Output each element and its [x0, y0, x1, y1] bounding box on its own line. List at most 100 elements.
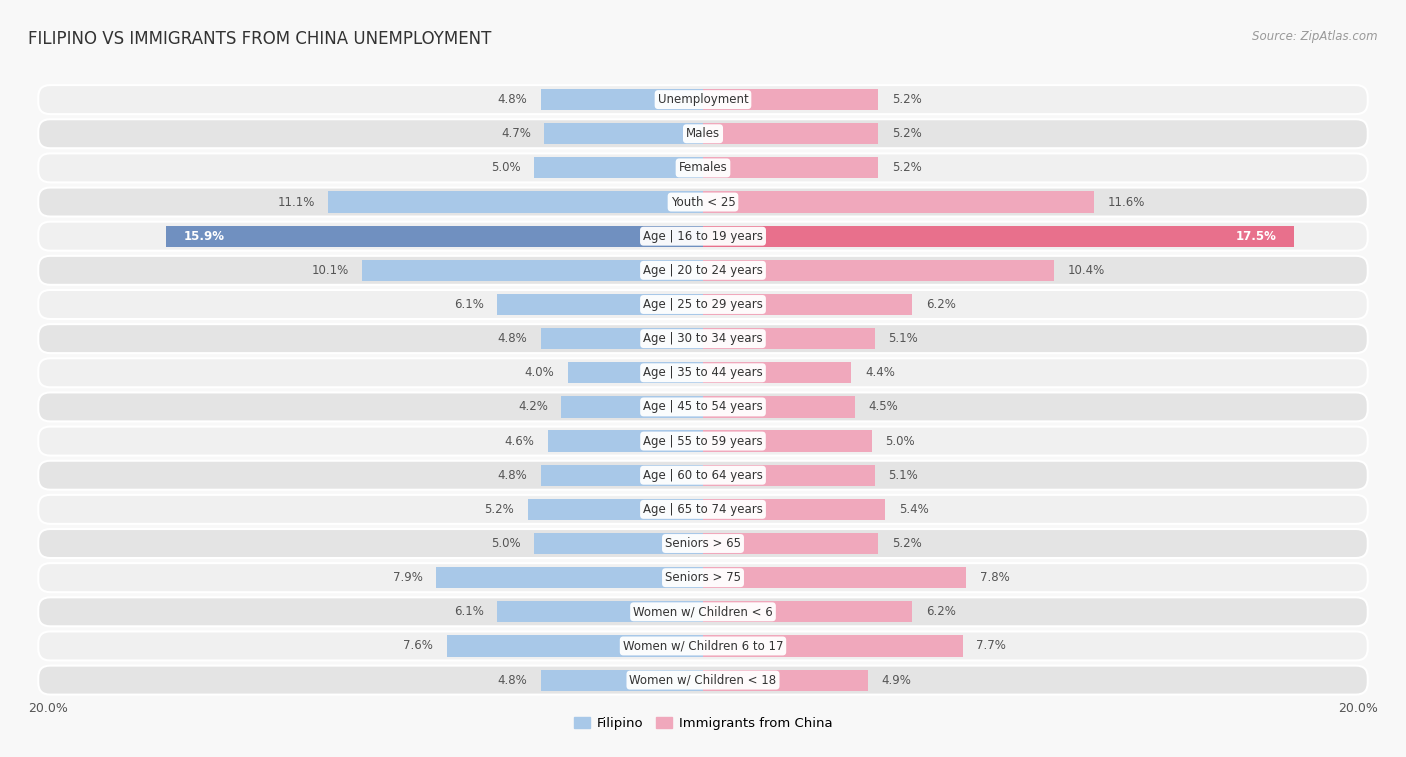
Text: 4.2%: 4.2% — [517, 400, 548, 413]
Text: 4.8%: 4.8% — [498, 469, 527, 481]
Text: 5.1%: 5.1% — [889, 332, 918, 345]
FancyBboxPatch shape — [38, 426, 1368, 456]
Text: 4.6%: 4.6% — [505, 435, 534, 447]
Text: 4.8%: 4.8% — [498, 332, 527, 345]
Text: 4.9%: 4.9% — [882, 674, 911, 687]
FancyBboxPatch shape — [38, 529, 1368, 558]
Text: Source: ZipAtlas.com: Source: ZipAtlas.com — [1253, 30, 1378, 43]
Bar — [436, 567, 703, 588]
Bar — [561, 397, 703, 418]
Text: Age | 16 to 19 years: Age | 16 to 19 years — [643, 229, 763, 243]
Text: 20.0%: 20.0% — [1339, 702, 1378, 715]
FancyBboxPatch shape — [38, 222, 1368, 251]
Bar — [703, 567, 966, 588]
Text: 7.6%: 7.6% — [404, 640, 433, 653]
Bar — [541, 465, 703, 486]
Text: 5.0%: 5.0% — [886, 435, 915, 447]
Text: 10.4%: 10.4% — [1067, 264, 1105, 277]
Bar — [703, 226, 1294, 247]
Text: 5.1%: 5.1% — [889, 469, 918, 481]
Bar — [534, 157, 703, 179]
Bar — [498, 294, 703, 315]
Bar — [534, 533, 703, 554]
Text: 5.2%: 5.2% — [891, 537, 922, 550]
Bar — [166, 226, 703, 247]
Bar — [544, 123, 703, 145]
Text: Age | 65 to 74 years: Age | 65 to 74 years — [643, 503, 763, 516]
Text: Women w/ Children < 6: Women w/ Children < 6 — [633, 606, 773, 618]
Text: 5.2%: 5.2% — [891, 93, 922, 106]
Bar — [703, 601, 912, 622]
Text: 4.0%: 4.0% — [524, 366, 554, 379]
Text: 17.5%: 17.5% — [1236, 229, 1277, 243]
FancyBboxPatch shape — [38, 495, 1368, 524]
Text: Males: Males — [686, 127, 720, 140]
Text: Age | 25 to 29 years: Age | 25 to 29 years — [643, 298, 763, 311]
Text: Seniors > 65: Seniors > 65 — [665, 537, 741, 550]
Text: 11.6%: 11.6% — [1108, 195, 1146, 208]
Text: 15.9%: 15.9% — [183, 229, 225, 243]
Text: 5.4%: 5.4% — [898, 503, 928, 516]
Bar — [541, 669, 703, 690]
Text: Age | 45 to 54 years: Age | 45 to 54 years — [643, 400, 763, 413]
Bar — [703, 533, 879, 554]
Text: 4.8%: 4.8% — [498, 674, 527, 687]
Text: 4.8%: 4.8% — [498, 93, 527, 106]
Bar — [703, 499, 886, 520]
Text: 7.8%: 7.8% — [980, 572, 1010, 584]
Text: 10.1%: 10.1% — [312, 264, 349, 277]
Bar — [703, 157, 879, 179]
Bar — [703, 89, 879, 111]
Text: 20.0%: 20.0% — [28, 702, 67, 715]
Text: FILIPINO VS IMMIGRANTS FROM CHINA UNEMPLOYMENT: FILIPINO VS IMMIGRANTS FROM CHINA UNEMPL… — [28, 30, 492, 48]
Bar — [703, 260, 1054, 281]
Bar — [703, 431, 872, 452]
Bar — [703, 669, 869, 690]
Text: 7.7%: 7.7% — [976, 640, 1007, 653]
Text: Youth < 25: Youth < 25 — [671, 195, 735, 208]
Text: Age | 55 to 59 years: Age | 55 to 59 years — [643, 435, 763, 447]
Bar — [329, 192, 703, 213]
Text: Unemployment: Unemployment — [658, 93, 748, 106]
Text: 5.0%: 5.0% — [491, 161, 520, 174]
Bar — [703, 397, 855, 418]
FancyBboxPatch shape — [38, 120, 1368, 148]
Text: Seniors > 75: Seniors > 75 — [665, 572, 741, 584]
Bar — [498, 601, 703, 622]
Legend: Filipino, Immigrants from China: Filipino, Immigrants from China — [568, 712, 838, 735]
Text: Females: Females — [679, 161, 727, 174]
FancyBboxPatch shape — [38, 461, 1368, 490]
Text: 11.1%: 11.1% — [277, 195, 315, 208]
Text: 6.2%: 6.2% — [925, 298, 956, 311]
FancyBboxPatch shape — [38, 392, 1368, 422]
Text: 5.2%: 5.2% — [484, 503, 515, 516]
Bar — [703, 328, 875, 349]
Text: 6.1%: 6.1% — [454, 606, 484, 618]
Bar — [703, 465, 875, 486]
Bar — [703, 294, 912, 315]
FancyBboxPatch shape — [38, 256, 1368, 285]
Bar — [541, 89, 703, 111]
Text: 7.9%: 7.9% — [394, 572, 423, 584]
Text: 5.2%: 5.2% — [891, 127, 922, 140]
Bar — [363, 260, 703, 281]
Text: Age | 35 to 44 years: Age | 35 to 44 years — [643, 366, 763, 379]
FancyBboxPatch shape — [38, 154, 1368, 182]
Bar — [703, 123, 879, 145]
FancyBboxPatch shape — [38, 290, 1368, 319]
Text: 4.5%: 4.5% — [869, 400, 898, 413]
Text: Women w/ Children < 18: Women w/ Children < 18 — [630, 674, 776, 687]
Text: 4.7%: 4.7% — [501, 127, 531, 140]
Text: 4.4%: 4.4% — [865, 366, 894, 379]
FancyBboxPatch shape — [38, 358, 1368, 388]
Bar — [447, 635, 703, 656]
Bar — [703, 192, 1094, 213]
Bar — [541, 328, 703, 349]
FancyBboxPatch shape — [38, 563, 1368, 592]
FancyBboxPatch shape — [38, 631, 1368, 660]
FancyBboxPatch shape — [38, 85, 1368, 114]
Bar — [703, 362, 852, 383]
Text: 6.1%: 6.1% — [454, 298, 484, 311]
Text: 6.2%: 6.2% — [925, 606, 956, 618]
Text: 5.2%: 5.2% — [891, 161, 922, 174]
